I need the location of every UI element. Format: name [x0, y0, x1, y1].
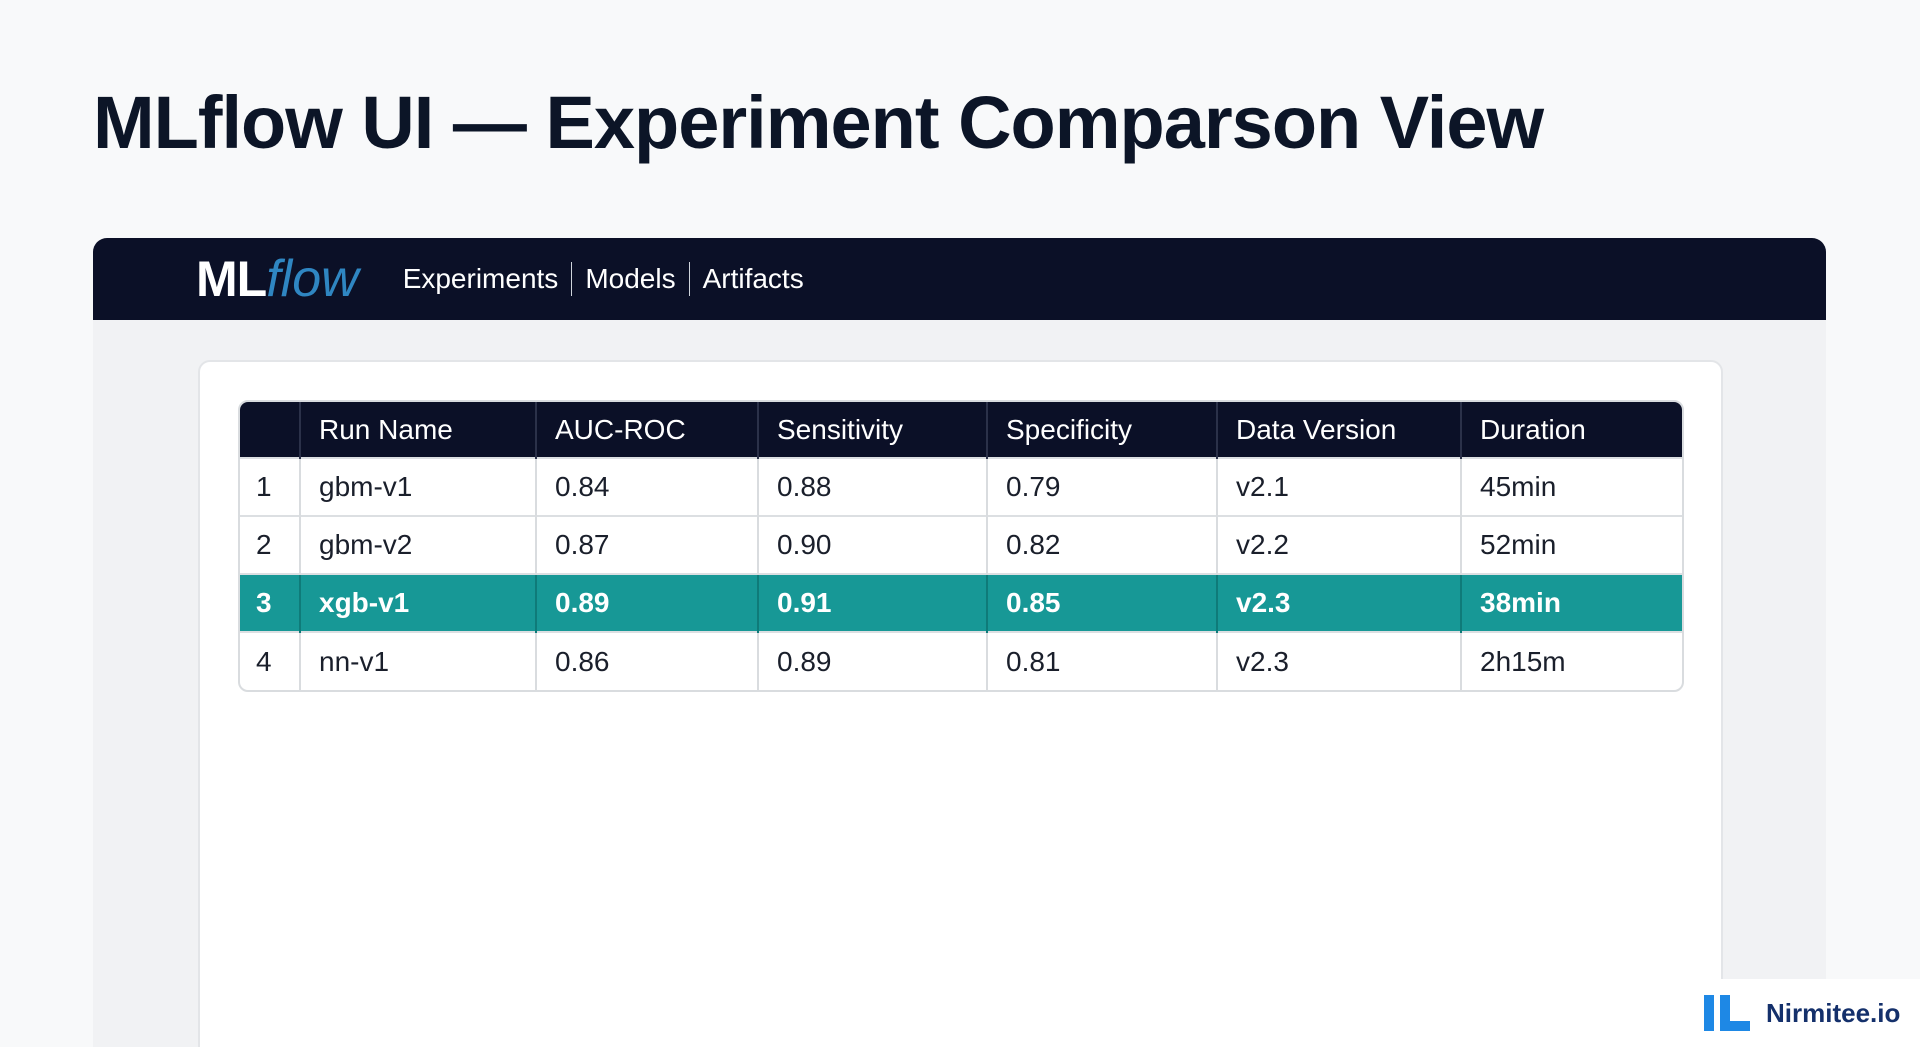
- nirmitee-logo-icon: [1704, 995, 1750, 1031]
- specificity-cell: 0.79: [987, 457, 1218, 516]
- row-index-cell: 1: [240, 457, 301, 516]
- runs-comparison-table: Run Name AUC-ROC Sensitivity Specificity…: [240, 402, 1682, 690]
- column-header-index: [240, 402, 301, 458]
- nav-item-experiments[interactable]: Experiments: [402, 263, 559, 294]
- nav-item-models[interactable]: Models: [585, 263, 676, 294]
- brand-name: Nirmitee.io: [1766, 997, 1901, 1028]
- auc-roc-cell: 0.86: [536, 631, 759, 690]
- run-name-cell[interactable]: xgb-v1: [300, 573, 537, 632]
- column-header-run-name[interactable]: Run Name: [300, 402, 537, 458]
- column-header-specificity[interactable]: Specificity: [987, 402, 1218, 458]
- table-row[interactable]: 2 gbm-v2 0.87 0.90 0.82 v2.2 52min: [240, 515, 1682, 574]
- run-name-cell[interactable]: gbm-v1: [300, 457, 537, 516]
- column-header-data-version[interactable]: Data Version: [1217, 402, 1462, 458]
- table-header-row: Run Name AUC-ROC Sensitivity Specificity…: [240, 402, 1682, 458]
- column-header-sensitivity[interactable]: Sensitivity: [758, 402, 988, 458]
- top-navbar: ML flow Experiments Models Artifacts: [93, 238, 1826, 320]
- comparison-panel: Run Name AUC-ROC Sensitivity Specificity…: [198, 360, 1723, 1047]
- column-header-duration[interactable]: Duration: [1461, 402, 1682, 458]
- specificity-cell: 0.82: [987, 515, 1218, 574]
- table-row[interactable]: 1 gbm-v1 0.84 0.88 0.79 v2.1 45min: [240, 457, 1682, 516]
- run-name-cell[interactable]: nn-v1: [300, 631, 537, 690]
- duration-cell: 45min: [1461, 457, 1682, 516]
- data-version-cell: v2.3: [1217, 631, 1462, 690]
- table-row-highlighted[interactable]: 3 xgb-v1 0.89 0.91 0.85 v2.3 38min: [240, 573, 1682, 632]
- data-version-cell: v2.2: [1217, 515, 1462, 574]
- sensitivity-cell: 0.91: [758, 573, 988, 632]
- sensitivity-cell: 0.90: [758, 515, 988, 574]
- run-name-cell[interactable]: gbm-v2: [300, 515, 537, 574]
- specificity-cell: 0.85: [987, 573, 1218, 632]
- specificity-cell: 0.81: [987, 631, 1218, 690]
- nav-menu: Experiments Models Artifacts: [403, 262, 804, 296]
- sensitivity-cell: 0.89: [758, 631, 988, 690]
- row-index-cell: 2: [240, 515, 301, 574]
- data-version-cell: v2.3: [1217, 573, 1462, 632]
- nav-item-artifacts[interactable]: Artifacts: [702, 263, 804, 294]
- page-title: MLflow UI — Experiment Comparson View: [93, 81, 1544, 164]
- table-row[interactable]: 4 nn-v1 0.86 0.89 0.81 v2.3 2h15m: [240, 631, 1682, 690]
- logo-ml-text: ML: [196, 251, 267, 307]
- duration-cell: 52min: [1461, 515, 1682, 574]
- sensitivity-cell: 0.88: [758, 457, 988, 516]
- mlflow-logo[interactable]: ML flow: [196, 249, 359, 309]
- nav-divider: [571, 262, 573, 296]
- data-version-cell: v2.1: [1217, 457, 1462, 516]
- duration-cell: 2h15m: [1461, 631, 1682, 690]
- logo-flow-text: flow: [266, 250, 359, 308]
- auc-roc-cell: 0.89: [536, 573, 759, 632]
- nav-divider: [688, 262, 690, 296]
- duration-cell: 38min: [1461, 573, 1682, 632]
- brand-watermark: Nirmitee.io: [1686, 979, 1920, 1047]
- row-index-cell: 3: [240, 573, 301, 632]
- mlflow-window: ML flow Experiments Models Artifacts: [93, 238, 1826, 1047]
- auc-roc-cell: 0.84: [536, 457, 759, 516]
- runs-table-container: Run Name AUC-ROC Sensitivity Specificity…: [238, 400, 1684, 692]
- column-header-auc-roc[interactable]: AUC-ROC: [536, 402, 759, 458]
- auc-roc-cell: 0.87: [536, 515, 759, 574]
- row-index-cell: 4: [240, 631, 301, 690]
